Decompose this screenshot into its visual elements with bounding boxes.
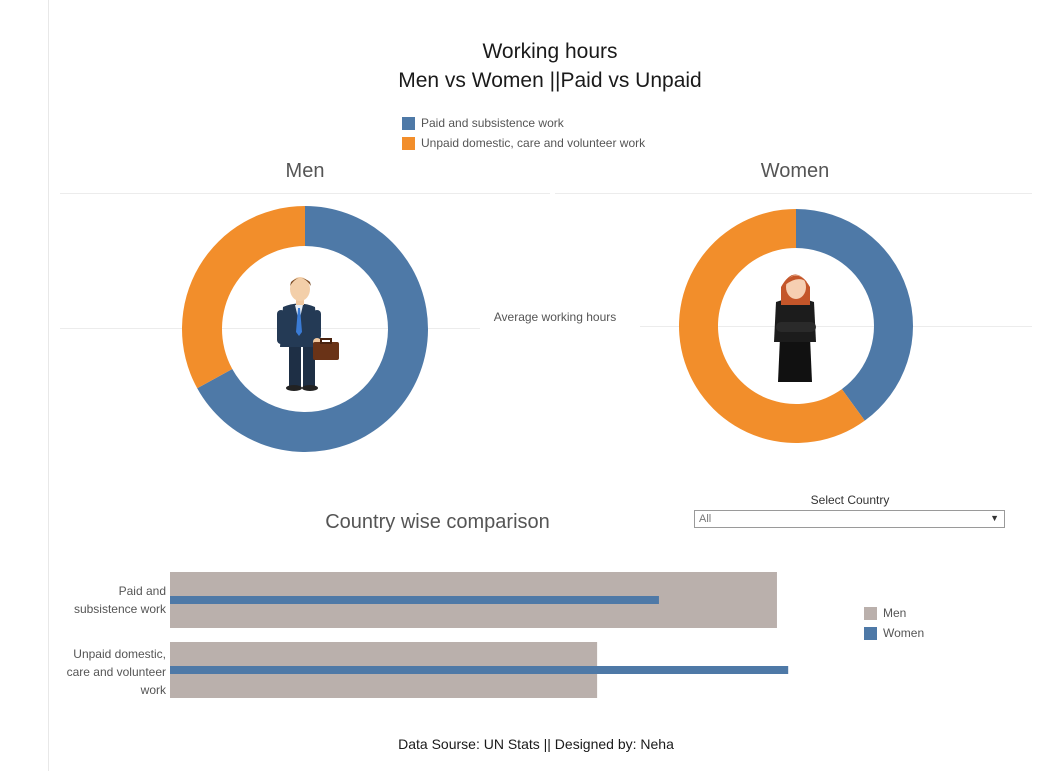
- comparison-title: Country wise comparison: [325, 511, 550, 533]
- bar-women-1[interactable]: [170, 666, 789, 674]
- legend-label-women: Women: [883, 626, 925, 640]
- legend-label-paid: Paid and subsistence work: [421, 116, 564, 130]
- bar-category-label-line: care and volunteer: [66, 665, 166, 679]
- country-select-value: All: [699, 513, 712, 525]
- men-donut-chart[interactable]: [180, 204, 430, 454]
- bar-category-label-line: work: [140, 683, 166, 697]
- women-chart-title: Women: [760, 160, 830, 182]
- legend-swatch-paid: [402, 116, 415, 130]
- divider-men-mid: [60, 328, 480, 329]
- average-working-hours-label: Average working hours: [493, 310, 617, 324]
- bar-category-label-unpaid: Unpaid domestic, care and volunteer work: [40, 645, 166, 699]
- divider-women-top: [555, 193, 1032, 194]
- bar-category-label-line: Paid and: [118, 584, 166, 598]
- bar-category-label-paid: Paid and subsistence work: [40, 582, 166, 618]
- left-border: [48, 0, 49, 771]
- footer-credit: Data Sourse: UN Stats || Designed by: Ne…: [398, 736, 674, 752]
- donut-slice-paid[interactable]: [197, 206, 428, 452]
- divider-women-mid: [640, 326, 1032, 327]
- donut-slice-paid[interactable]: [796, 209, 914, 421]
- legend-item-men[interactable]: Men: [864, 603, 924, 623]
- legend-swatch-men: [864, 606, 877, 620]
- donut-slice-unpaid[interactable]: [679, 209, 865, 443]
- businessman-with-briefcase-icon: [277, 277, 339, 391]
- legend-label-unpaid: Unpaid domestic, care and volunteer work: [421, 136, 646, 150]
- dropdown-arrow-icon[interactable]: ▼: [990, 513, 999, 523]
- men-chart-title: Men: [285, 160, 325, 182]
- legend-item-unpaid[interactable]: Unpaid domestic, care and volunteer work: [402, 133, 645, 153]
- women-donut-chart[interactable]: [677, 207, 915, 445]
- legend-item-women[interactable]: Women: [864, 623, 924, 643]
- country-select-label: Select Country: [810, 493, 890, 507]
- country-select[interactable]: All ▼: [694, 510, 1005, 528]
- legend-swatch-unpaid: [402, 136, 415, 150]
- legend-item-paid[interactable]: Paid and subsistence work: [402, 113, 645, 133]
- gender-legend: Men Women: [864, 603, 924, 643]
- bar-category-label-line: subsistence work: [73, 602, 166, 616]
- divider-men-top: [60, 193, 550, 194]
- dashboard-title: Working hours: [482, 40, 618, 63]
- legend-swatch-women: [864, 626, 877, 640]
- bar-category-label-line: Unpaid domestic,: [73, 647, 166, 661]
- comparison-bar-chart: [170, 572, 789, 698]
- color-legend: Paid and subsistence work Unpaid domesti…: [402, 113, 645, 153]
- donut-slice-unpaid[interactable]: [182, 206, 305, 389]
- bar-women-0[interactable]: [170, 596, 659, 604]
- legend-label-men: Men: [883, 606, 907, 620]
- dashboard-subtitle: Men vs Women ||Paid vs Unpaid: [398, 69, 702, 92]
- businesswoman-icon: [774, 274, 816, 382]
